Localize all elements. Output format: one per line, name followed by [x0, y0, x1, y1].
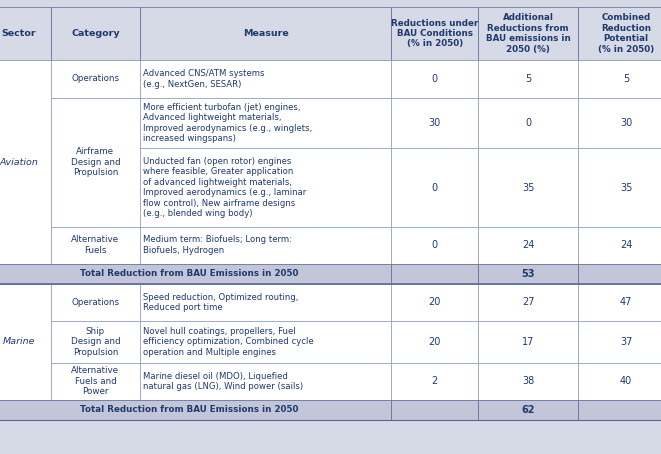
Bar: [578, 98, 661, 148]
Bar: [0, 7, 51, 60]
Text: Measure: Measure: [243, 29, 288, 38]
Bar: [51, 363, 140, 400]
Bar: [391, 7, 479, 60]
Text: Marine: Marine: [3, 337, 35, 346]
Bar: [578, 7, 661, 60]
Text: 24: 24: [620, 240, 633, 250]
Text: 5: 5: [525, 74, 531, 84]
Text: 62: 62: [522, 405, 535, 415]
Bar: [479, 60, 578, 98]
Text: 47: 47: [620, 297, 633, 307]
Text: Speed reduction, Optimized routing,
Reduced port time: Speed reduction, Optimized routing, Redu…: [143, 293, 299, 312]
Bar: [578, 148, 661, 227]
Text: 5: 5: [623, 74, 629, 84]
Text: Total Reduction from BAU Emissions in 2050: Total Reduction from BAU Emissions in 20…: [79, 269, 298, 278]
Bar: [51, 227, 140, 264]
Text: 40: 40: [620, 376, 632, 386]
Bar: [51, 60, 140, 98]
Bar: [51, 321, 140, 363]
Text: 20: 20: [428, 297, 441, 307]
Bar: [140, 60, 391, 98]
Bar: [578, 264, 661, 284]
Bar: [479, 264, 578, 284]
Bar: [479, 363, 578, 400]
Text: 17: 17: [522, 337, 534, 347]
Bar: [51, 284, 140, 321]
Bar: [391, 321, 479, 363]
Text: 38: 38: [522, 376, 534, 386]
Bar: [391, 264, 479, 284]
Bar: [578, 400, 661, 420]
Bar: [479, 98, 578, 148]
Bar: [51, 7, 140, 60]
Bar: [140, 321, 391, 363]
Bar: [578, 227, 661, 264]
Bar: [479, 321, 578, 363]
Bar: [51, 98, 140, 227]
Text: 2: 2: [432, 376, 438, 386]
Bar: [479, 148, 578, 227]
Text: Alternative
Fuels and
Power: Alternative Fuels and Power: [71, 366, 120, 396]
Bar: [140, 284, 391, 321]
Bar: [140, 7, 391, 60]
Bar: [140, 98, 391, 148]
Text: Advanced CNS/ATM systems
(e.g., NextGen, SESAR): Advanced CNS/ATM systems (e.g., NextGen,…: [143, 69, 265, 89]
Bar: [140, 363, 391, 400]
Bar: [140, 227, 391, 264]
Bar: [391, 400, 479, 420]
Bar: [391, 60, 479, 98]
Text: Category: Category: [71, 29, 120, 38]
Text: Airframe
Design and
Propulsion: Airframe Design and Propulsion: [71, 147, 120, 177]
Bar: [0, 284, 51, 400]
Text: 27: 27: [522, 297, 534, 307]
Text: 30: 30: [428, 118, 441, 128]
Bar: [391, 363, 479, 400]
Text: Combined
Reduction
Potential
(% in 2050): Combined Reduction Potential (% in 2050): [598, 14, 654, 54]
Text: Additional
Reductions from
BAU emissions in
2050 (%): Additional Reductions from BAU emissions…: [486, 14, 570, 54]
Text: Operations: Operations: [71, 298, 120, 307]
Bar: [479, 284, 578, 321]
Text: Ship
Design and
Propulsion: Ship Design and Propulsion: [71, 327, 120, 357]
Text: Operations: Operations: [71, 74, 120, 84]
Text: Novel hull coatings, propellers, Fuel
efficiency optimization, Combined cycle
op: Novel hull coatings, propellers, Fuel ef…: [143, 327, 314, 357]
Bar: [0, 60, 51, 264]
Bar: [578, 321, 661, 363]
Text: Sector: Sector: [1, 29, 36, 38]
Bar: [578, 363, 661, 400]
Bar: [578, 60, 661, 98]
Text: 0: 0: [432, 240, 438, 250]
Text: Reductions under
BAU Conditions
(% in 2050): Reductions under BAU Conditions (% in 20…: [391, 19, 479, 49]
Text: 24: 24: [522, 240, 534, 250]
Bar: [391, 148, 479, 227]
Text: 0: 0: [525, 118, 531, 128]
Text: 30: 30: [620, 118, 632, 128]
Text: 35: 35: [522, 183, 534, 192]
Bar: [391, 284, 479, 321]
Text: Total Reduction from BAU Emissions in 2050: Total Reduction from BAU Emissions in 20…: [79, 405, 298, 415]
Text: 53: 53: [522, 269, 535, 279]
Text: More efficient turbofan (jet) engines,
Advanced lightweight materials,
Improved : More efficient turbofan (jet) engines, A…: [143, 103, 313, 143]
Bar: [140, 148, 391, 227]
Text: Marine diesel oil (MDO), Liquefied
natural gas (LNG), Wind power (sails): Marine diesel oil (MDO), Liquefied natur…: [143, 372, 303, 391]
Text: 35: 35: [620, 183, 633, 192]
Text: Unducted fan (open rotor) engines
where feasible, Greater application
of advance: Unducted fan (open rotor) engines where …: [143, 157, 307, 218]
Text: 0: 0: [432, 74, 438, 84]
Text: Medium term: Biofuels; Long term:
Biofuels, Hydrogen: Medium term: Biofuels; Long term: Biofue…: [143, 236, 292, 255]
Bar: [578, 284, 661, 321]
Bar: [391, 98, 479, 148]
Text: 37: 37: [620, 337, 633, 347]
Text: Alternative
Fuels: Alternative Fuels: [71, 236, 120, 255]
Bar: [479, 7, 578, 60]
Text: 0: 0: [432, 183, 438, 192]
Bar: [0, 400, 391, 420]
Text: 20: 20: [428, 337, 441, 347]
Bar: [479, 400, 578, 420]
Text: Aviation: Aviation: [0, 158, 38, 167]
Bar: [479, 227, 578, 264]
Bar: [0, 264, 391, 284]
Bar: [391, 227, 479, 264]
